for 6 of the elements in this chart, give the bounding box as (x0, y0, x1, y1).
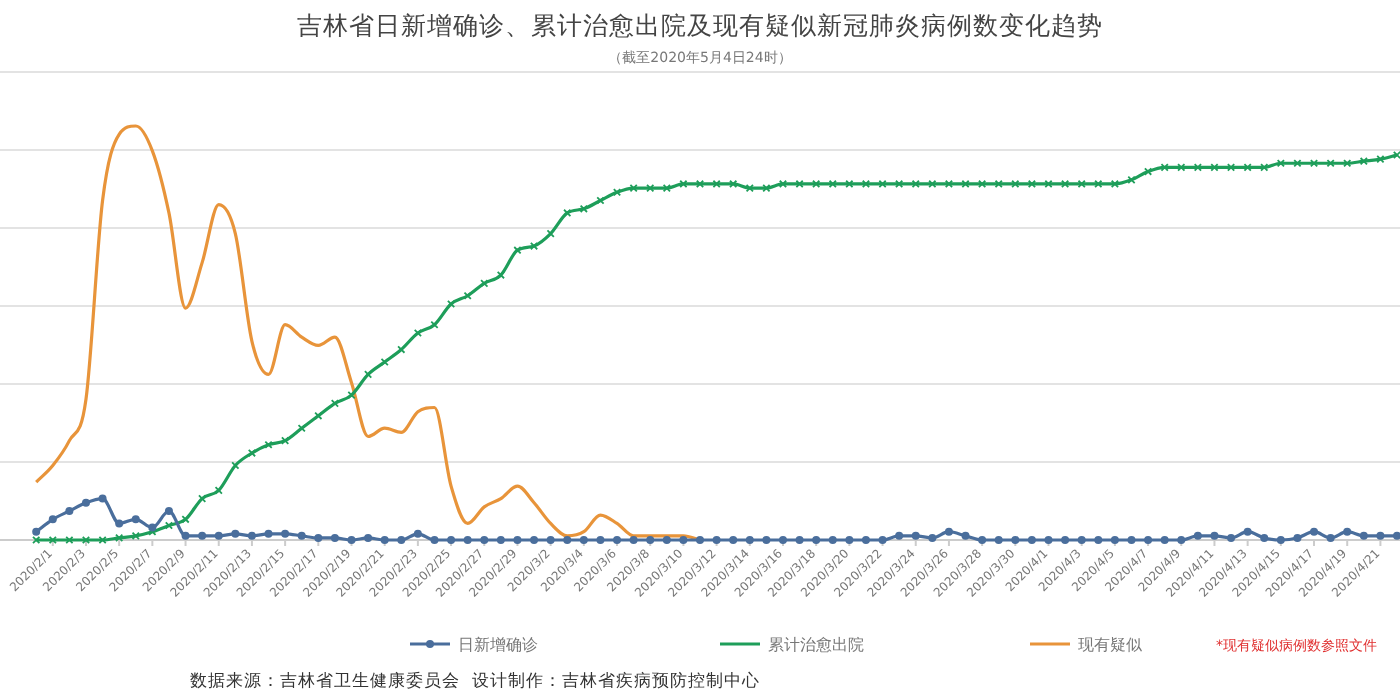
text: 设计制作：吉林省疾病预防控制中心 (472, 670, 760, 692)
legend-label: 现有疑似 (1078, 636, 1144, 654)
source-note: 数据来源：吉林省卫生健康委员会 (190, 670, 460, 692)
legend-label: 累计治愈出院 (768, 636, 864, 654)
legend-label: 日新增确诊 (458, 636, 538, 654)
chart-title: 吉林省日新增确诊、累计治愈出院及现有疑似新冠肺炎病例数变化趋势 (297, 10, 1103, 40)
